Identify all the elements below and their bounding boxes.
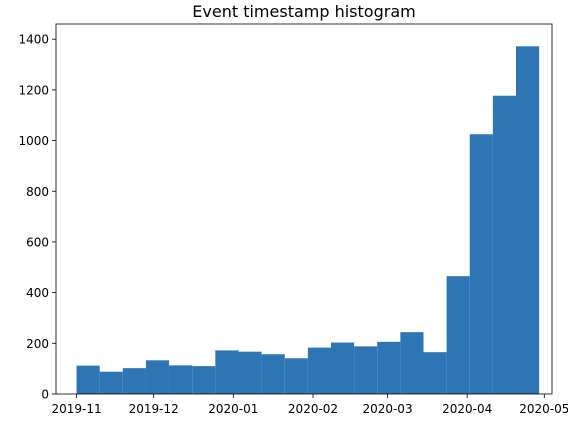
histogram-bar-3	[145, 360, 170, 394]
histogram-bar-19	[516, 46, 540, 395]
histogram-bar-7	[238, 351, 262, 394]
y-tick-label-0: 0	[41, 388, 49, 402]
histogram-bar-10	[307, 347, 331, 394]
histogram-bar-18	[492, 95, 517, 394]
y-tick-label-6: 1200	[18, 83, 49, 97]
histogram-bar-15	[423, 352, 447, 394]
x-tick-label-2: 2020-01	[208, 402, 258, 416]
y-tick-label-4: 800	[26, 185, 49, 199]
histogram-bar-1	[99, 371, 123, 394]
histogram-bar-12	[354, 346, 378, 394]
x-tick-label-5: 2020-04	[442, 402, 492, 416]
x-axis-ticks: 2019-11 2019-12 2020-01 2020-02 2020-03 2020-…	[51, 394, 568, 416]
histogram-bar-2	[122, 368, 146, 394]
x-tick-label-4: 2020-03	[362, 402, 412, 416]
histogram-bar-11	[330, 342, 355, 394]
chart-title: Event timestamp histogram	[192, 2, 415, 21]
y-tick-label-1: 200	[26, 337, 49, 351]
y-tick-label-5: 1000	[18, 134, 49, 148]
histogram-bar-9	[284, 358, 308, 394]
histogram-bar-13	[377, 341, 401, 394]
histogram-bar-4	[169, 365, 193, 394]
plot-frame	[55, 23, 553, 395]
y-tick-label-7: 1400	[18, 33, 49, 47]
histogram-bar-17	[469, 134, 493, 395]
axes-layer	[55, 23, 553, 395]
histogram-bar-5	[192, 366, 216, 394]
y-tick-label-2: 400	[26, 286, 49, 300]
x-tick-label-3: 2020-02	[288, 402, 338, 416]
histogram-bar-6	[215, 350, 239, 394]
bars-layer	[76, 46, 540, 395]
histogram-bar-16	[446, 276, 470, 394]
y-axis-ticks: 0 200 400 600 800 1000 1200 1400	[18, 33, 56, 402]
y-tick-label-3: 600	[26, 235, 49, 249]
histogram-bar-8	[261, 354, 285, 394]
histogram-bar-14	[400, 332, 424, 394]
x-tick-label-0: 2019-11	[51, 402, 101, 416]
histogram-bar-0	[76, 365, 100, 394]
x-tick-label-6: 2020-05	[519, 402, 568, 416]
x-tick-label-1: 2019-12	[129, 402, 179, 416]
